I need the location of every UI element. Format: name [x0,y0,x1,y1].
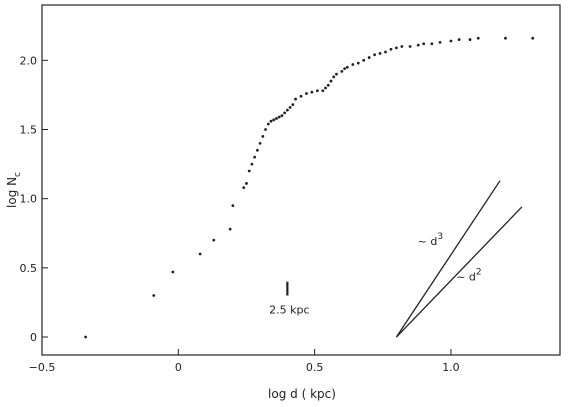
scale-marker-label: 2.5 kpc [269,304,309,317]
data-point [416,43,420,47]
data-point [258,141,262,145]
data-point [343,67,347,71]
data-point [449,39,453,43]
data-point [280,114,284,118]
data-point [422,42,426,46]
data-point [408,45,412,48]
data-point [269,119,273,123]
slope-guide-label: ~ d2 [456,268,481,284]
y-tick-label: 2.0 [20,54,38,67]
data-point [198,252,202,256]
data-point [315,89,319,93]
data-point [310,90,314,94]
slope-guide-label: ~ d3 [418,232,443,248]
scale-marker: 2.5 kpc [269,281,310,317]
data-point [504,36,507,40]
data-point [253,155,257,159]
data-point [84,335,88,339]
y-axis: 0 0.5 1.0 1.5 2.0 [20,54,48,344]
data-point [389,47,393,51]
slope-guide-label-exponent: 3 [437,232,443,242]
y-tick-label: 0.5 [20,262,38,275]
data-point [468,38,472,41]
data-point [255,148,259,152]
data-points [84,36,535,339]
y-tick-label: 1.5 [20,124,38,137]
data-point [373,53,377,57]
data-point [277,115,281,119]
data-point [321,89,325,93]
data-point [291,103,295,107]
data-point [332,75,336,79]
plot-frame [41,4,561,356]
data-point [335,72,338,76]
data-point [242,186,246,190]
y-axis-title: log Nc [5,172,23,208]
x-tick-label: 0.5 [306,361,324,374]
data-point [384,50,387,54]
data-point [362,58,366,62]
x-axis: −0.5 0 0.5 1.0 [29,349,460,374]
data-point [299,94,303,98]
slope-guide-line [395,206,523,338]
data-point [264,128,267,131]
y-tick-label: 0 [30,331,37,344]
data-point [457,38,461,41]
data-point [247,169,251,173]
slope-guides: ~ d3~ d2 [395,180,523,338]
data-point [261,135,265,138]
data-point [152,294,156,297]
data-point [367,56,371,59]
data-point [351,63,355,66]
data-point [356,61,360,65]
y-tick-label: 1.0 [20,193,38,206]
data-point [438,40,442,44]
x-tick-label: −0.5 [29,361,56,374]
y-axis-title-subscript: c [13,172,23,177]
data-point [345,65,349,69]
data-point [285,108,289,112]
data-point [171,270,175,274]
data-point [275,117,278,120]
data-point [340,70,344,73]
slope-guide-label-exponent: 2 [476,268,482,278]
data-point [531,36,535,40]
slope-guide-label-main: ~ d [456,271,476,284]
data-point [231,204,235,207]
data-point [476,36,480,40]
data-point [228,227,232,231]
x-tick-label: 0 [175,361,182,374]
data-point [430,42,434,46]
data-point [212,238,216,242]
data-point [272,118,276,122]
data-point [400,45,404,48]
data-point [294,97,297,101]
x-tick-label: 1.0 [442,361,460,374]
data-point [326,83,330,87]
data-point [245,182,248,185]
data-point [329,79,333,83]
data-point [395,46,398,50]
y-axis-title-main: log N [5,177,19,208]
x-axis-title: log d ( kpc) [268,387,336,401]
data-point [266,122,270,126]
slope-guide-label-main: ~ d [418,235,438,248]
data-point [250,162,254,166]
data-point [378,52,382,55]
slope-guide-line [395,180,501,338]
data-point [324,86,327,90]
data-point [288,105,292,109]
data-point [305,92,308,95]
data-point [283,111,287,115]
